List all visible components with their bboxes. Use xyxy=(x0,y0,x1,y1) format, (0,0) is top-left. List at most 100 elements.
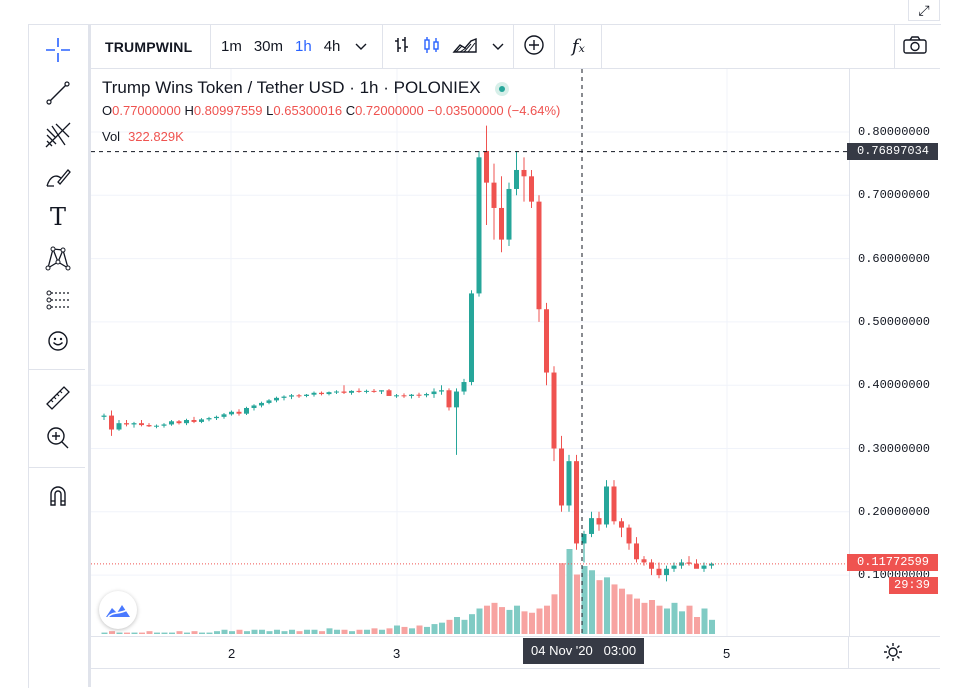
volume-bar xyxy=(709,619,715,634)
candle-body xyxy=(266,400,272,403)
tradingview-logo[interactable] xyxy=(99,591,137,629)
interval-1m-button[interactable]: 1m xyxy=(221,38,242,55)
candle-body xyxy=(709,563,714,566)
volume-bar xyxy=(244,631,250,634)
volume-bar xyxy=(671,602,678,634)
price-tick: 0.30000000 xyxy=(858,441,931,456)
price-chart[interactable] xyxy=(91,69,849,636)
volume-bar xyxy=(701,608,708,634)
candle-body xyxy=(146,425,152,427)
emoji-icon[interactable] xyxy=(42,326,74,356)
volume-bar xyxy=(154,632,160,634)
volume-bar xyxy=(664,608,670,634)
volume-bar xyxy=(379,629,385,634)
volume-bar xyxy=(259,629,265,634)
chevron-down-icon[interactable] xyxy=(483,38,513,55)
volume-bar xyxy=(334,629,340,634)
trend-line-icon[interactable] xyxy=(42,78,74,108)
candle-body xyxy=(506,188,512,240)
toolbar-divider xyxy=(601,25,603,68)
candle-body xyxy=(176,421,182,424)
candle-body xyxy=(221,414,227,417)
axis-divider xyxy=(848,636,849,668)
volume-bar xyxy=(499,607,505,634)
close-label: C xyxy=(345,103,356,118)
volume-bar xyxy=(304,629,310,634)
price-axis[interactable] xyxy=(849,69,941,636)
volume-bar xyxy=(266,631,273,634)
volume-bar xyxy=(686,605,693,634)
low-label: L xyxy=(266,103,274,118)
volume-bar xyxy=(604,577,610,634)
time-axis[interactable] xyxy=(91,636,940,669)
interval-1h-button[interactable]: 1h xyxy=(295,38,312,55)
volume-bar xyxy=(176,631,183,634)
volume-bar xyxy=(476,608,483,634)
candle-body xyxy=(574,461,579,544)
candle-body xyxy=(131,423,137,425)
candle-body xyxy=(469,293,474,383)
volume-bar xyxy=(206,632,213,634)
volume-bar xyxy=(349,631,355,634)
volume-bar xyxy=(649,600,655,634)
volume-bar xyxy=(131,632,138,634)
candlestick-icon[interactable] xyxy=(417,35,447,59)
brush-icon[interactable] xyxy=(42,163,74,193)
candle-body xyxy=(641,559,647,563)
bar-chart-icon[interactable] xyxy=(387,35,417,59)
volume-bar xyxy=(506,609,513,634)
candle-body xyxy=(536,201,542,310)
candle-body xyxy=(409,394,414,396)
candle-body xyxy=(191,420,197,422)
symbol-search-button[interactable]: TRUMPWINL xyxy=(105,38,193,55)
interval-4h-button[interactable]: 4h xyxy=(323,38,341,55)
candle-body xyxy=(499,207,504,240)
fib-icon[interactable] xyxy=(42,120,74,150)
expand-icon[interactable]: ⤢ xyxy=(908,0,940,21)
area-chart-icon[interactable] xyxy=(447,35,483,59)
text-icon[interactable]: T xyxy=(49,203,66,231)
volume-bar xyxy=(596,580,603,634)
candle-body xyxy=(319,392,324,395)
pattern-icon[interactable] xyxy=(42,243,74,273)
volume-bar xyxy=(116,632,123,634)
candle-body xyxy=(101,415,107,417)
zoom-in-icon[interactable] xyxy=(42,423,74,453)
crosshair-icon[interactable] xyxy=(42,35,74,65)
candle-body xyxy=(431,391,437,395)
low-value: 0.65300016 xyxy=(273,103,343,118)
interval-30m-button[interactable]: 30m xyxy=(253,38,284,55)
chevron-down-icon[interactable] xyxy=(346,38,376,55)
volume-bar xyxy=(559,563,565,634)
volume-bar xyxy=(544,605,550,634)
ohlc-legend: O0.77000000 H0.80997559 L0.65300016 C0.7… xyxy=(102,103,560,118)
candle-body xyxy=(199,419,204,422)
candle-body xyxy=(169,421,174,425)
volume-bar xyxy=(394,625,400,634)
indicators-fx-icon[interactable]: fₓ xyxy=(571,36,585,57)
candle-body xyxy=(371,390,377,392)
ruler-icon[interactable] xyxy=(42,383,74,413)
camera-icon[interactable] xyxy=(900,35,930,59)
add-compare-icon[interactable] xyxy=(514,34,554,60)
volume-bar xyxy=(566,549,573,634)
candle-body xyxy=(304,394,309,396)
candle-body xyxy=(154,425,159,427)
volume-bar xyxy=(386,628,393,634)
volume-bar xyxy=(461,619,468,634)
magnet-icon[interactable] xyxy=(42,481,74,511)
volume-bar xyxy=(124,632,130,634)
forecast-icon[interactable] xyxy=(42,285,74,315)
volume-label: Vol xyxy=(102,129,121,144)
candle-body xyxy=(694,563,699,569)
volume-bar xyxy=(694,617,700,634)
volume-bar xyxy=(311,629,318,634)
volume-bar xyxy=(439,622,445,634)
candle-body xyxy=(484,150,489,183)
sidebar-divider xyxy=(28,467,85,468)
volume-bar xyxy=(656,605,663,634)
candle-body xyxy=(649,562,654,569)
settings-icon[interactable] xyxy=(883,642,903,667)
volume-bar xyxy=(371,628,378,634)
candle-body xyxy=(634,543,639,560)
